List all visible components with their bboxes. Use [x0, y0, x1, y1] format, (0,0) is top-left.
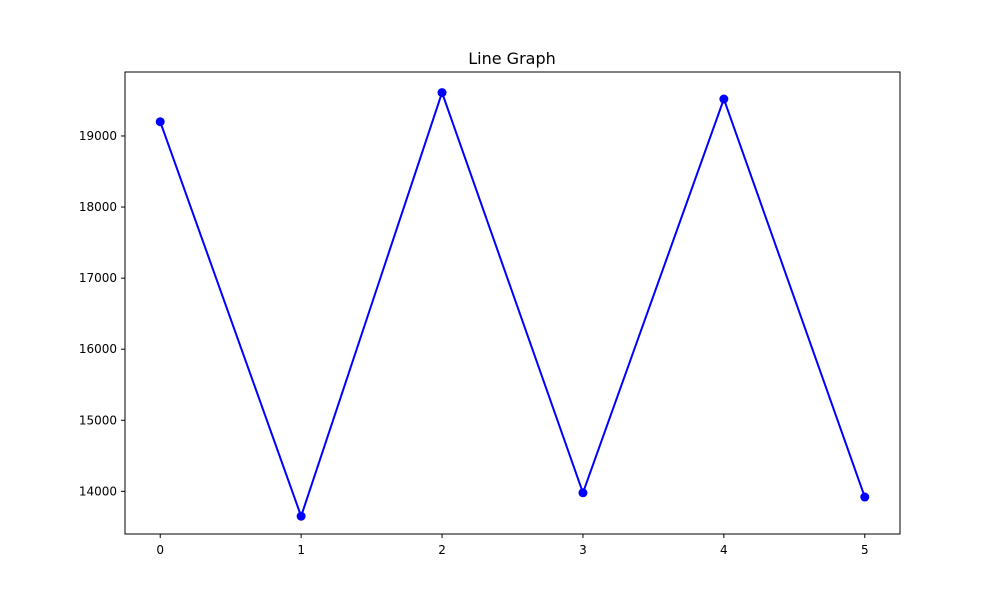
y-tick-label: 18000 — [79, 200, 117, 214]
y-tick-label: 19000 — [79, 129, 117, 143]
x-tick-label: 5 — [861, 543, 869, 557]
y-tick-label: 17000 — [79, 271, 117, 285]
y-tick-label: 16000 — [79, 342, 117, 356]
data-point — [719, 94, 729, 104]
y-tick-label: 14000 — [79, 484, 117, 498]
x-tick-label: 1 — [297, 543, 305, 557]
data-point — [860, 492, 870, 502]
y-tick-label: 15000 — [79, 413, 117, 427]
series-layer — [155, 88, 870, 521]
data-point — [155, 117, 165, 127]
x-tick-label: 4 — [720, 543, 728, 557]
data-point — [437, 88, 447, 98]
axes: 0 1 2 3 4 5 14000 15000 16000 17000 18000 19000 — [79, 129, 869, 557]
data-point — [578, 488, 588, 498]
x-tick-label: 3 — [579, 543, 587, 557]
series-line — [159, 91, 866, 518]
x-tick-label: 2 — [438, 543, 446, 557]
data-point — [296, 511, 306, 521]
chart-title: Line Graph — [468, 49, 556, 68]
plot-frame — [124, 71, 901, 535]
x-tick-label: 0 — [156, 543, 164, 557]
